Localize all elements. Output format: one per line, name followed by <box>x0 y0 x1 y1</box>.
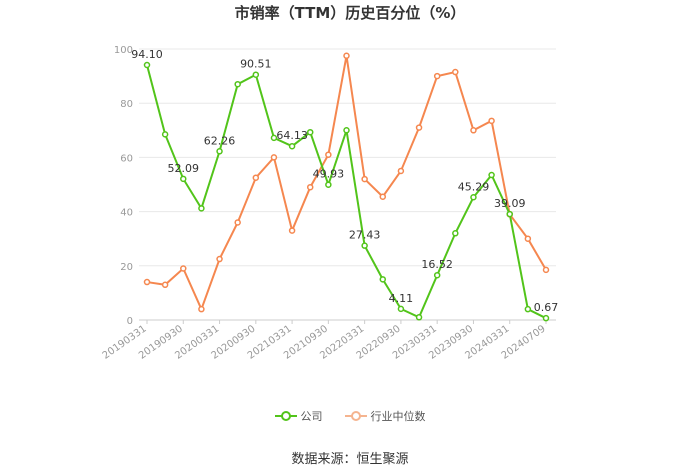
data-point-industry-median-19 <box>488 117 495 125</box>
data-label-company-14: 4.11 <box>389 292 414 305</box>
data-point-industry-median-18 <box>470 127 477 134</box>
data-label-company-18: 45.29 <box>458 180 490 193</box>
legend-item-company[interactable]: 公司 <box>274 408 323 424</box>
data-point-industry-median-13 <box>379 193 387 200</box>
data-point-company-11 <box>343 127 350 134</box>
data-point-company-2 <box>180 175 187 183</box>
data-point-company-17 <box>452 230 459 237</box>
data-point-company-10 <box>325 181 332 188</box>
data-point-company-6 <box>252 71 260 78</box>
data-point-industry-median-8 <box>288 227 296 234</box>
data-point-industry-median-11 <box>343 52 350 60</box>
data-point-company-0 <box>143 61 151 69</box>
data-label-company-6: 90.51 <box>240 58 272 71</box>
data-label-company-10: 49.93 <box>313 168 345 181</box>
y-tick-label-40: 40 <box>120 208 133 219</box>
data-point-industry-median-16 <box>433 72 441 80</box>
y-tick-label-0: 0 <box>127 316 133 327</box>
data-point-company-8 <box>288 142 296 150</box>
data-point-industry-median-22 <box>542 266 550 274</box>
legend-item-industry-median[interactable]: 行业中位数 <box>344 408 426 424</box>
chart-title: 市销率（TTM）历史百分位（%） <box>234 4 466 22</box>
data-point-company-18 <box>470 194 477 201</box>
data-label-company-8: 64.13 <box>276 129 308 142</box>
y-tick-label-100: 100 <box>114 45 133 56</box>
data-point-industry-median-5 <box>234 219 241 226</box>
data-point-industry-median-2 <box>180 265 187 272</box>
data-point-industry-median-4 <box>216 255 223 263</box>
data-point-company-1 <box>161 131 169 138</box>
data-point-company-13 <box>379 276 387 283</box>
data-point-industry-median-12 <box>361 175 368 183</box>
data-point-industry-median-21 <box>524 235 532 242</box>
data-point-industry-median-15 <box>415 124 423 131</box>
data-point-industry-median-7 <box>270 154 278 161</box>
y-tick-label-60: 60 <box>120 153 133 164</box>
data-point-company-7 <box>270 134 278 142</box>
data-point-company-16 <box>433 271 441 279</box>
data-point-industry-median-14 <box>397 167 405 175</box>
data-point-company-9 <box>306 128 314 136</box>
data-point-industry-median-0 <box>143 278 151 286</box>
data-point-company-12 <box>361 242 368 249</box>
data-point-industry-median-10 <box>325 151 332 158</box>
data-label-company-12: 27.43 <box>349 229 381 242</box>
legend-swatch-company <box>274 411 297 421</box>
data-point-company-19 <box>488 171 495 179</box>
data-point-company-4 <box>216 148 223 155</box>
legend-label-industry-median: 行业中位数 <box>370 410 426 423</box>
data-point-company-14 <box>397 305 405 313</box>
data-label-company-0: 94.10 <box>131 48 163 61</box>
data-point-industry-median-6 <box>252 174 260 181</box>
data-label-company-4: 62.26 <box>204 134 236 147</box>
data-label-company-16: 16.52 <box>421 258 453 271</box>
data-source: 数据来源：恒生聚源 <box>291 452 409 467</box>
data-point-company-20 <box>506 210 513 218</box>
y-tick-label-20: 20 <box>120 262 133 273</box>
legend-label-company: 公司 <box>300 410 323 423</box>
data-point-company-21 <box>524 305 532 313</box>
data-point-company-15 <box>415 314 423 321</box>
legend: 公司 行业中位数 <box>0 408 700 424</box>
data-point-industry-median-17 <box>452 68 459 76</box>
data-point-industry-median-3 <box>198 305 205 313</box>
legend-swatch-industry-median <box>344 411 367 421</box>
data-label-company-22: 0.67 <box>534 301 559 314</box>
data-point-company-22 <box>542 314 550 322</box>
data-point-company-3 <box>198 205 205 212</box>
data-label-company-2: 52.09 <box>168 162 200 175</box>
y-tick-label-80: 80 <box>120 99 133 110</box>
data-label-company-20: 39.09 <box>494 197 526 210</box>
data-point-company-5 <box>234 80 241 88</box>
data-point-industry-median-1 <box>161 281 169 289</box>
data-point-industry-median-9 <box>306 183 314 191</box>
